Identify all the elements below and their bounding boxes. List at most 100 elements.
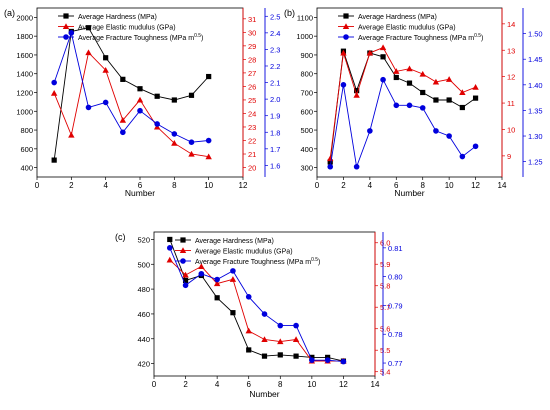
y-tick-label-elastic: 5.9 (380, 260, 390, 269)
y-tick-label-hardness: 2000 (16, 13, 33, 22)
y-tick-label-toughness: 2.5 (270, 12, 280, 21)
y-tick-label-elastic: 5.8 (380, 282, 390, 291)
y-tick-label-hardness: 1800 (16, 32, 33, 41)
y-tick-label-hardness: 800 (300, 70, 313, 79)
data-point-hardness (446, 97, 452, 103)
legend-marker (179, 247, 187, 254)
legend-label-superscript: 0.5 (474, 33, 481, 39)
y-tick-label-elastic: 13 (507, 46, 515, 55)
y-tick-label-elastic: 10 (507, 125, 515, 134)
data-point-elastic (68, 131, 75, 138)
y-tick-label-toughness: 1.8 (270, 128, 280, 137)
y-tick-label-elastic: 9 (507, 152, 511, 161)
x-tick-label: 8 (172, 181, 177, 190)
legend-label: Average Elastic mudulus (GPa) (78, 25, 176, 32)
data-point-toughness (166, 245, 173, 251)
panel-label: (b) (284, 8, 295, 18)
data-point-elastic (292, 336, 300, 343)
data-point-elastic (393, 68, 400, 74)
data-point-toughness (120, 129, 126, 136)
y-tick-label-hardness: 600 (20, 145, 33, 154)
y-tick-label-elastic: 22 (248, 136, 256, 145)
legend-marker (63, 13, 69, 19)
data-point-toughness (137, 107, 143, 114)
x-tick-label: 2 (69, 181, 74, 190)
y-tick-label-elastic: 20 (248, 164, 256, 173)
data-point-toughness (419, 105, 426, 111)
data-point-toughness (380, 76, 386, 83)
data-point-elastic (277, 338, 284, 345)
y-tick-label-toughness: 0.78 (388, 330, 403, 339)
x-tick-label: 6 (394, 181, 399, 190)
y-tick-label-hardness: 1000 (16, 107, 33, 116)
y-tick-label-hardness: 1000 (296, 32, 313, 41)
x-axis-title: Number (394, 188, 424, 198)
data-point-toughness (293, 322, 299, 329)
data-point-hardness (277, 352, 283, 358)
y-tick-label-elastic: 5.4 (380, 368, 390, 377)
legend-label: Average Fracture Toughness (MPa m (78, 35, 194, 42)
y-tick-label-toughness: 2.0 (270, 95, 280, 104)
panel-label: (a) (4, 8, 15, 18)
data-point-toughness (433, 128, 439, 134)
y-tick-label-hardness: 700 (300, 89, 313, 98)
series-line-toughness (53, 31, 209, 143)
data-point-toughness (367, 128, 373, 134)
x-tick-label: 14 (498, 181, 507, 190)
data-point-toughness (309, 357, 315, 363)
y-tick-label-toughness: 1.9 (270, 112, 280, 121)
y-tick-label-hardness: 800 (20, 126, 33, 135)
legend-label-superscript: 0.5 (311, 257, 318, 263)
data-point-hardness (393, 74, 399, 81)
legend-label: Average Fracture Toughness (MPa m (195, 259, 311, 266)
data-point-elastic (182, 271, 189, 278)
data-point-elastic (213, 280, 221, 287)
y-tick-label-hardness: 480 (137, 285, 150, 294)
y-tick-label-toughness: 0.79 (388, 301, 403, 310)
chart-panel-c: (c) 0 2 4 6 8 10 12 14 Number 420 440 460 480 500 520 5.… (115, 231, 403, 399)
y-tick-label-hardness: 1400 (16, 70, 33, 79)
data-point-toughness (261, 311, 268, 317)
data-point-toughness (446, 133, 452, 139)
legend-marker (62, 23, 70, 30)
x-tick-label: 2 (183, 380, 188, 389)
legend-text: Average Hardness (MPa) (78, 14, 157, 21)
data-point-toughness (85, 104, 92, 111)
data-point-elastic (353, 91, 360, 98)
y-tick-label-hardness: 400 (300, 145, 313, 154)
y-tick-label-hardness: 400 (20, 164, 33, 173)
data-point-toughness (182, 282, 189, 289)
data-point-hardness (103, 55, 109, 61)
data-point-toughness (245, 294, 252, 300)
data-point-hardness (380, 54, 386, 60)
data-point-elastic (188, 150, 195, 157)
y-tick-label-elastic: 6.0 (380, 239, 390, 248)
y-tick-label-elastic: 14 (507, 20, 515, 29)
y-tick-label-elastic: 31 (248, 15, 256, 24)
x-axis-title: Number (125, 188, 155, 198)
data-point-toughness (324, 357, 331, 363)
y-tick-label-hardness: 1100 (297, 13, 313, 22)
x-tick-label: 4 (215, 380, 220, 389)
x-tick-label: 10 (445, 181, 454, 190)
data-point-elastic (50, 89, 58, 96)
data-point-elastic (171, 140, 178, 146)
y-tick-label-elastic: 24 (248, 109, 256, 118)
data-point-elastic (166, 256, 173, 263)
legend-text: Average Elastic mudulus (GPa) (358, 25, 456, 32)
data-point-elastic (261, 336, 268, 343)
data-point-elastic (102, 66, 109, 73)
data-point-toughness (102, 99, 109, 106)
x-tick-label: 12 (239, 181, 248, 190)
legend-marker (180, 237, 186, 243)
y-tick-label-toughness: 0.80 (388, 273, 403, 282)
data-point-elastic (85, 49, 92, 56)
x-tick-label: 6 (138, 181, 143, 190)
data-point-elastic (432, 78, 440, 85)
y-tick-label-elastic: 23 (248, 123, 256, 132)
x-tick-label: 10 (307, 380, 316, 389)
y-tick-label-toughness: 1.7 (270, 145, 280, 154)
y-tick-label-toughness: 1.25 (528, 158, 543, 167)
series-line-hardness (53, 27, 210, 161)
